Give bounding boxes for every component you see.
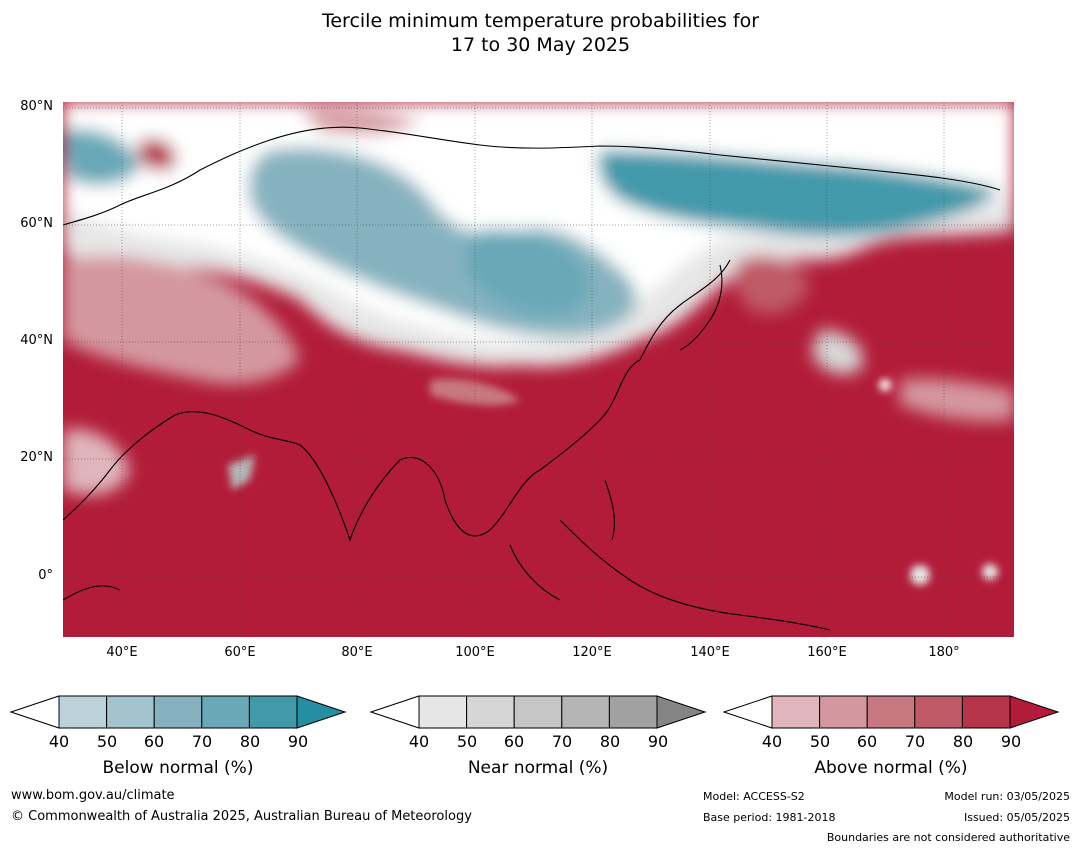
- colorbar-above-cell-3: [914, 695, 963, 729]
- colorbar-above-cell-1: [819, 695, 868, 729]
- colorbar-below: [10, 695, 347, 729]
- cbar-below-tick-40: 40: [48, 732, 70, 751]
- colorbar-near-cell-2: [513, 695, 563, 729]
- chart-title-line2: 17 to 30 May 2025: [450, 34, 631, 56]
- cbar-near-tick-50: 50: [456, 732, 478, 751]
- map-field-regions: [63, 102, 1014, 495]
- cbar-near-tick-70: 70: [551, 732, 573, 751]
- website-link[interactable]: www.bom.gov.au/climate: [11, 788, 175, 803]
- lat-label-80n: 80°N: [20, 99, 53, 114]
- lon-label-160e: 160°E: [807, 645, 847, 660]
- cbar-above-tick-80: 80: [952, 732, 974, 751]
- model-run-text: Model run: 03/05/2025: [944, 790, 1070, 803]
- colorbar-above-cell-0: [771, 695, 821, 729]
- cbar-near-title: Near normal (%): [467, 758, 609, 778]
- coastlines: [63, 126, 1001, 631]
- cbar-near-tick-60: 60: [503, 732, 525, 751]
- lat-label-0: 0°: [38, 568, 53, 583]
- colorbar-below-cell-3: [201, 695, 250, 729]
- colorbar-above-cell-2: [866, 695, 916, 729]
- cbar-above-title: Above normal (%): [814, 758, 968, 778]
- colorbar-near: [370, 695, 707, 729]
- cbar-near-tick-40: 40: [408, 732, 430, 751]
- lat-label-60n: 60°N: [20, 216, 53, 231]
- cbar-below-tick-60: 60: [143, 732, 165, 751]
- lon-label-80e: 80°E: [341, 645, 373, 660]
- colorbar-above-cell-4: [961, 695, 1011, 729]
- colorbar-near-cell-4: [608, 695, 658, 729]
- copyright-text: © Commonwealth of Australia 2025, Austra…: [11, 809, 472, 824]
- chart-title-line1: Tercile minimum temperature probabilitie…: [321, 10, 760, 32]
- lon-label-40e: 40°E: [106, 645, 138, 660]
- cbar-above-tick-90: 90: [1000, 732, 1022, 751]
- lat-label-20n: 20°N: [20, 450, 53, 465]
- model-text: Model: ACCESS-S2: [703, 790, 805, 803]
- colorbar-near-cell-1: [466, 695, 515, 729]
- colorbar-below-cell-4: [248, 695, 298, 729]
- base-period-text: Base period: 1981-2018: [703, 811, 836, 824]
- lon-label-180: 180°: [928, 645, 960, 660]
- cbar-near-tick-90: 90: [647, 732, 669, 751]
- cbar-below-tick-90: 90: [287, 732, 309, 751]
- colorbar-below-cell-0: [58, 695, 108, 729]
- issued-text: Issued: 05/05/2025: [963, 811, 1070, 824]
- cbar-below-tick-80: 80: [239, 732, 261, 751]
- cbar-above-tick-70: 70: [904, 732, 926, 751]
- map-field-detail: [228, 378, 998, 585]
- disclaimer-text: Boundaries are not considered authoritat…: [826, 831, 1070, 844]
- colorbar-below-cell-1: [106, 695, 155, 729]
- cbar-above-tick-50: 50: [809, 732, 831, 751]
- cbar-above-tick-60: 60: [856, 732, 878, 751]
- colorbar-below-cell-2: [153, 695, 203, 729]
- cbar-above-tick-40: 40: [761, 732, 783, 751]
- colorbar-near-cell-0: [418, 695, 468, 729]
- cbar-below-tick-50: 50: [96, 732, 118, 751]
- lon-label-140e: 140°E: [690, 645, 730, 660]
- cbar-below-title: Below normal (%): [102, 758, 254, 778]
- cbar-below-tick-70: 70: [191, 732, 213, 751]
- colorbar-above: [723, 695, 1060, 729]
- colorbar-near-cell-3: [561, 695, 610, 729]
- lat-label-40n: 40°N: [20, 333, 53, 348]
- cbar-near-tick-80: 80: [599, 732, 621, 751]
- lon-label-120e: 120°E: [572, 645, 612, 660]
- gridlines: [63, 102, 1014, 637]
- lon-label-60e: 60°E: [224, 645, 256, 660]
- lon-label-100e: 100°E: [455, 645, 495, 660]
